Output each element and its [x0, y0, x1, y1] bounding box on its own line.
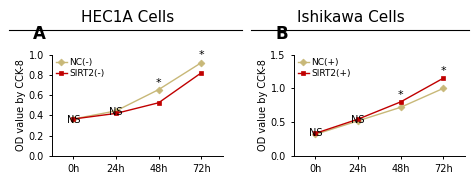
SIRT2(-): [199, 72, 204, 74]
Text: *: *: [199, 50, 204, 60]
Text: NS: NS: [109, 107, 123, 117]
SIRT2(+): [398, 101, 403, 103]
NC(+): [398, 106, 403, 108]
NC(+): [440, 87, 446, 90]
Y-axis label: OD value by CCK-8: OD value by CCK-8: [258, 59, 268, 151]
Line: SIRT2(-): SIRT2(-): [71, 70, 204, 121]
SIRT2(-): [156, 102, 162, 104]
Text: A: A: [33, 25, 46, 43]
NC(-): [113, 110, 119, 112]
NC(+): [312, 133, 318, 136]
SIRT2(-): [71, 118, 76, 120]
Text: NS: NS: [351, 115, 365, 125]
Text: NS: NS: [67, 115, 80, 125]
Text: B: B: [275, 25, 288, 43]
Text: *: *: [398, 90, 403, 100]
Text: *: *: [156, 78, 162, 88]
Line: NC(+): NC(+): [313, 86, 446, 137]
Legend: NC(+), SIRT2(+): NC(+), SIRT2(+): [297, 57, 352, 79]
SIRT2(+): [355, 118, 361, 120]
Text: Ishikawa Cells: Ishikawa Cells: [297, 10, 405, 25]
NC(-): [199, 62, 204, 64]
Text: *: *: [440, 66, 446, 76]
Y-axis label: OD value by CCK-8: OD value by CCK-8: [16, 59, 26, 151]
Text: NS: NS: [309, 129, 322, 138]
NC(-): [71, 118, 76, 120]
Line: NC(-): NC(-): [71, 60, 204, 121]
SIRT2(+): [312, 132, 318, 135]
NC(+): [355, 120, 361, 122]
Legend: NC(-), SIRT2(-): NC(-), SIRT2(-): [55, 57, 105, 79]
NC(-): [156, 88, 162, 91]
SIRT2(-): [113, 112, 119, 115]
Text: HEC1A Cells: HEC1A Cells: [82, 10, 174, 25]
SIRT2(+): [440, 77, 446, 79]
Line: SIRT2(+): SIRT2(+): [313, 76, 446, 136]
